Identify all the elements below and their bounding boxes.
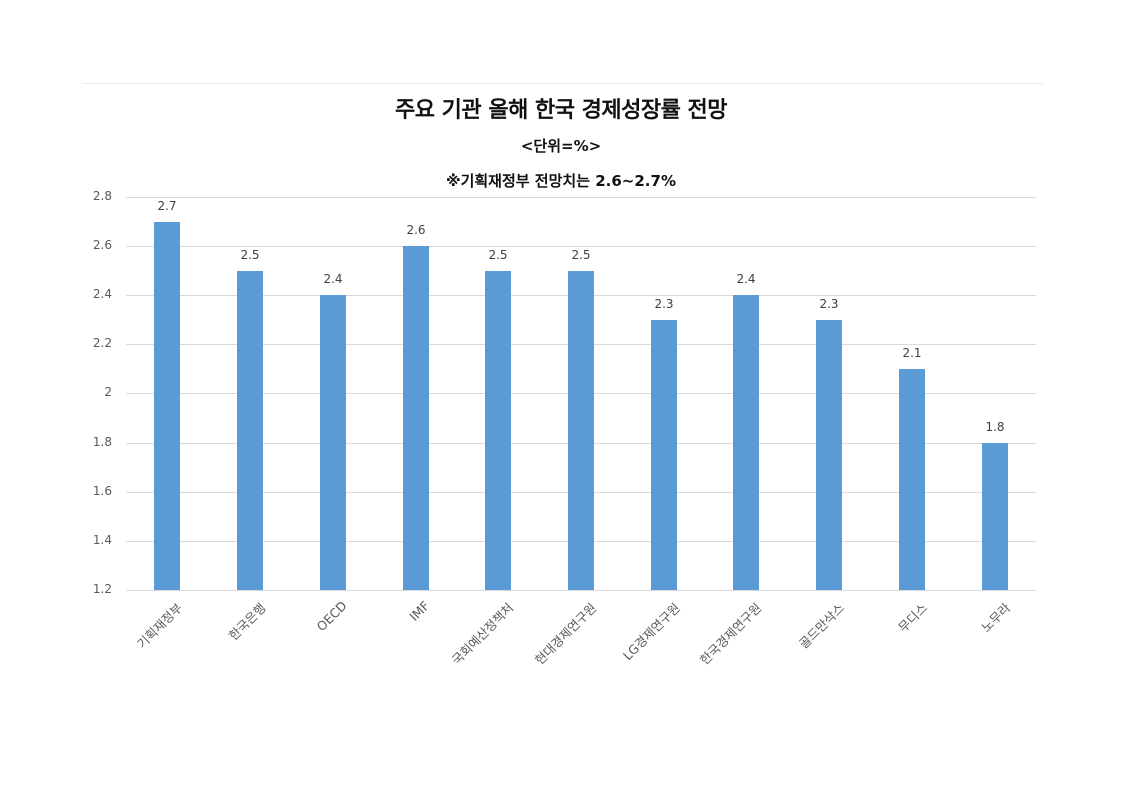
- x-tick-label: LG경제연구원: [619, 600, 683, 664]
- bar[interactable]: [320, 295, 346, 590]
- x-tick-label: 골드만삭스: [795, 600, 848, 652]
- bar-value-label: 2.7: [157, 199, 177, 213]
- bar-value-label: 2.5: [240, 248, 260, 262]
- y-tick-label: 2: [104, 385, 112, 399]
- bar-value-label: 2.4: [323, 272, 343, 286]
- bar-value-label: 2.5: [571, 248, 591, 262]
- x-tick-label: 한국은행: [225, 600, 269, 644]
- x-tick-label: IMF: [406, 598, 433, 624]
- x-tick-label: 무디스: [895, 600, 931, 636]
- y-tick-label: 1.4: [92, 533, 112, 547]
- bar-value-label: 2.4: [736, 272, 756, 286]
- y-tick-label: 1.6: [92, 484, 112, 498]
- bar[interactable]: [568, 271, 594, 590]
- gridline: [126, 590, 1036, 591]
- bar-value-label: 1.8: [985, 420, 1005, 434]
- bar[interactable]: [816, 320, 842, 590]
- x-tick-label: OECD: [313, 598, 350, 635]
- bar[interactable]: [154, 222, 180, 590]
- gridline: [126, 246, 1036, 247]
- x-tick-label: 기획재정부: [133, 600, 186, 652]
- bar-value-label: 2.6: [406, 223, 426, 237]
- chart-note: ※기획재정부 전망치는 2.6~2.7%: [446, 172, 676, 190]
- bar-value-label: 2.5: [488, 248, 508, 262]
- bar[interactable]: [733, 295, 759, 590]
- bar-value-label: 2.3: [654, 297, 674, 311]
- y-tick-label: 1.8: [92, 435, 112, 449]
- bar-value-label: 2.1: [902, 346, 922, 360]
- y-tick-label: 2.6: [92, 238, 112, 252]
- bar[interactable]: [403, 246, 429, 590]
- chart-title: 주요 기관 올해 한국 경제성장률 전망: [395, 98, 727, 123]
- y-tick-label: 2.4: [92, 287, 112, 301]
- bar[interactable]: [899, 369, 925, 590]
- bar-value-label: 2.3: [819, 297, 839, 311]
- chart-subtitle: <단위=%>: [520, 137, 602, 155]
- bar[interactable]: [485, 271, 511, 590]
- x-tick-label: 노무라: [978, 600, 1014, 636]
- top-divider: [82, 83, 1044, 84]
- y-tick-label: 1.2: [92, 582, 112, 596]
- x-tick-label: 한국경제연구원: [696, 600, 765, 668]
- y-tick-label: 2.8: [92, 189, 112, 203]
- y-tick-label: 2.2: [92, 336, 112, 350]
- bar[interactable]: [237, 271, 263, 590]
- x-tick-label: 현대경제연구원: [531, 600, 600, 668]
- bar[interactable]: [651, 320, 677, 590]
- gridline: [126, 197, 1036, 198]
- x-tick-label: 국회예산정책처: [448, 600, 517, 668]
- bar[interactable]: [982, 443, 1008, 590]
